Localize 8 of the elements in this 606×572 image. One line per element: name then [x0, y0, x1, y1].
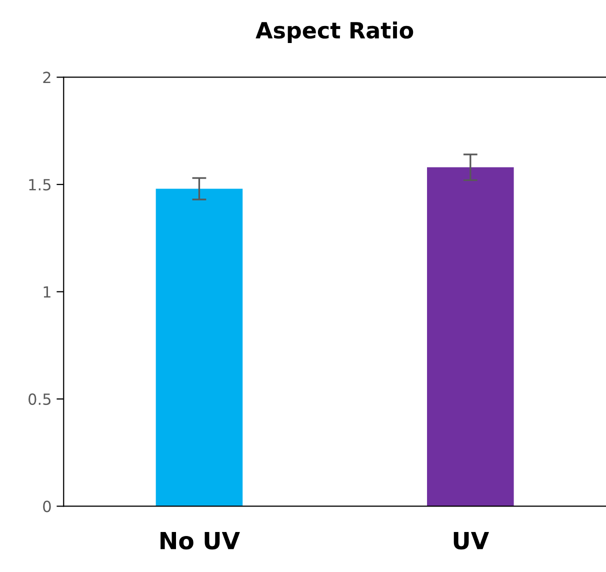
chart-title: Aspect Ratio: [256, 21, 414, 43]
y-tick-label: 1.5: [29, 179, 50, 190]
y-tick-label: 2: [43, 72, 50, 84]
y-tick-label: 0: [43, 500, 51, 512]
x-tick-label: No UV: [160, 532, 240, 550]
x-tick-label: UV: [454, 532, 490, 550]
y-tick-label: 0.5: [28, 393, 50, 405]
y-tick-label: 1: [44, 286, 50, 298]
